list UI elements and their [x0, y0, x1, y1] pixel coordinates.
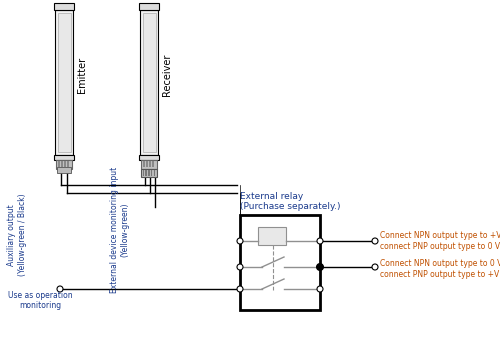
Bar [67, 161, 68, 167]
Circle shape [237, 264, 243, 270]
Bar [54, 3, 74, 10]
Bar [64, 161, 66, 167]
Text: Auxiliary output
(Yellow-green / Black): Auxiliary output (Yellow-green / Black) [8, 194, 26, 276]
Text: Emitter: Emitter [77, 57, 87, 93]
Bar [139, 3, 159, 10]
Bar [152, 161, 154, 167]
Text: External relay
(Purchase separately.): External relay (Purchase separately.) [240, 191, 340, 211]
Text: External device monitoring input
(Yellow-green): External device monitoring input (Yellow… [110, 167, 130, 293]
Bar [56, 160, 72, 169]
Text: Connect NPN output type to +V and
connect PNP output type to 0 V: Connect NPN output type to +V and connec… [380, 231, 500, 251]
Text: Connect NPN output type to 0 V and
connect PNP output type to +V: Connect NPN output type to 0 V and conne… [380, 259, 500, 279]
Bar [142, 13, 156, 152]
Circle shape [317, 264, 323, 270]
Bar [143, 161, 144, 167]
Text: Use as operation
monitoring: Use as operation monitoring [8, 291, 72, 310]
Bar [140, 10, 158, 155]
Circle shape [316, 263, 324, 271]
Bar [258, 227, 286, 245]
Bar [154, 170, 155, 175]
Text: Receiver: Receiver [162, 54, 172, 97]
Bar [149, 161, 150, 167]
Bar [61, 161, 62, 167]
Bar [148, 170, 150, 175]
Bar [240, 215, 320, 310]
Circle shape [237, 286, 243, 292]
Bar [151, 170, 152, 175]
Bar [146, 170, 147, 175]
Circle shape [317, 286, 323, 292]
Circle shape [372, 264, 378, 270]
Circle shape [372, 238, 378, 244]
Bar [58, 13, 70, 152]
Circle shape [57, 286, 63, 292]
Bar [142, 170, 144, 175]
Bar [146, 161, 148, 167]
Bar [141, 169, 157, 177]
Bar [57, 167, 71, 173]
Bar [55, 10, 73, 155]
Bar [139, 155, 159, 160]
Bar [58, 161, 59, 167]
Bar [54, 155, 74, 160]
Circle shape [237, 238, 243, 244]
Bar [141, 160, 157, 169]
Circle shape [317, 238, 323, 244]
